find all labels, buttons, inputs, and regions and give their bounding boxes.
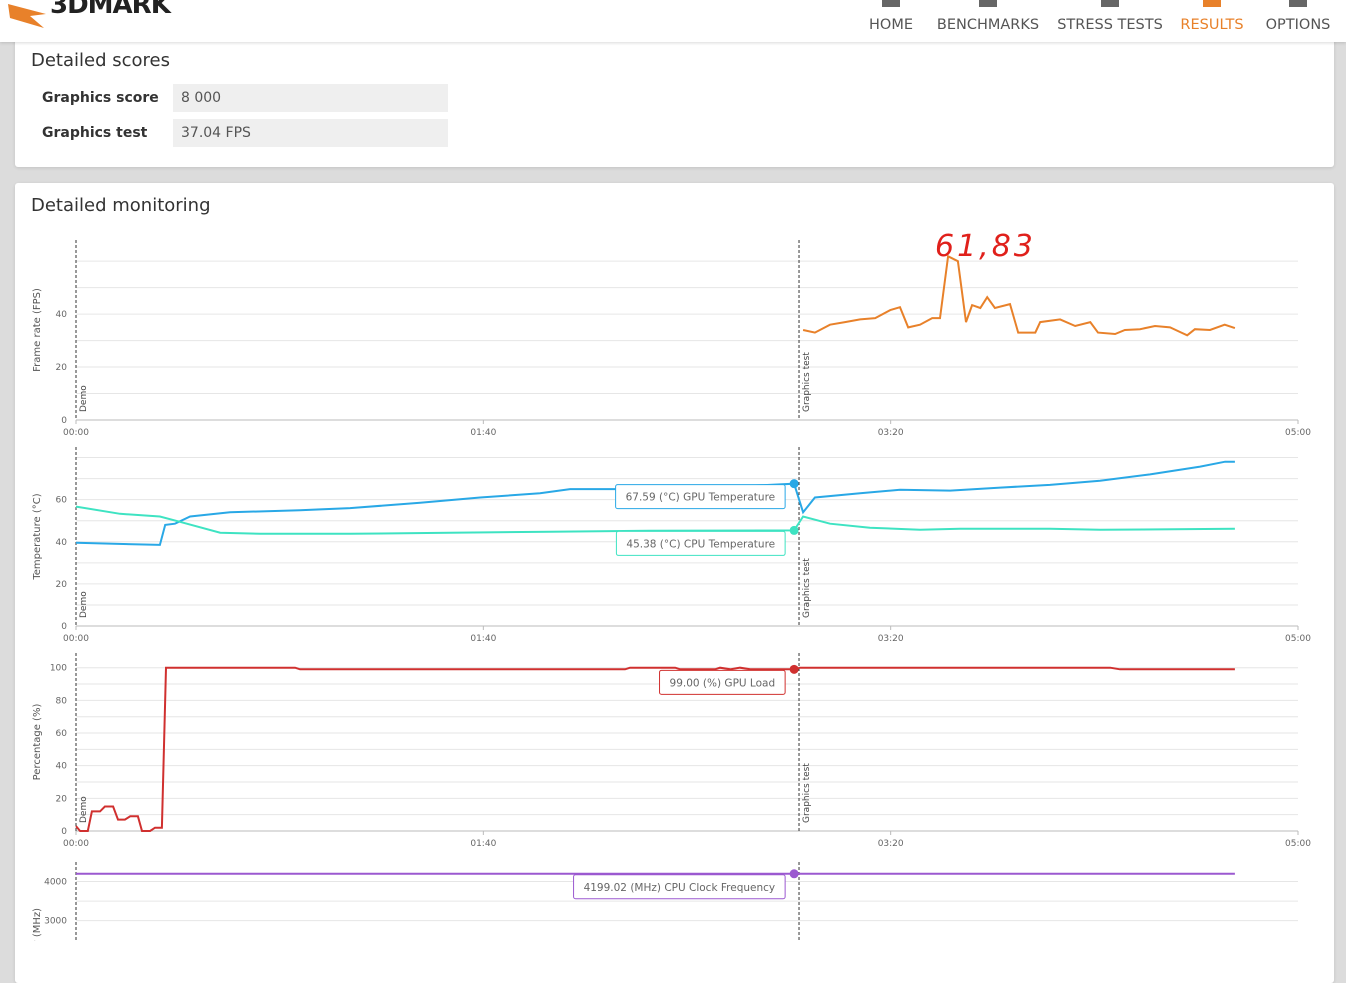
- phase-label: Graphics test: [802, 352, 812, 412]
- annotation: 61,83: [935, 229, 1036, 264]
- nav-icon: [1289, 0, 1307, 7]
- x-tick-label: 05:00: [1285, 428, 1311, 438]
- tooltip: 99.00 (%) GPU Load: [659, 669, 786, 695]
- y-axis-label: Temperature (°C): [32, 493, 43, 580]
- tooltip-point: [789, 664, 799, 674]
- y-tick-label: 20: [56, 580, 68, 590]
- tooltip: 4199.02 (MHz) CPU Clock Frequency: [573, 874, 786, 900]
- y-tick-label: 20: [56, 363, 68, 373]
- y-axis-label: Percentage (%): [32, 704, 43, 781]
- tooltip-point: [789, 479, 799, 489]
- card-title: Detailed monitoring: [31, 195, 211, 216]
- x-tick-label: 01:40: [470, 839, 496, 849]
- phase-label: Demo: [79, 591, 89, 618]
- score-label: Graphics score: [42, 90, 159, 106]
- nav-item[interactable]: RESULTS: [1180, 17, 1244, 33]
- phase-label: Demo: [79, 796, 89, 823]
- nav-item[interactable]: STRESS TESTS: [1057, 17, 1163, 33]
- phase-label: Graphics test: [802, 558, 812, 618]
- tooltip: 45.38 (°C) CPU Temperature: [615, 530, 786, 556]
- charts: 0 20 40 00:00 01:40 03:20 05:00 Frame rate (FPS…: [32, 229, 1311, 941]
- tooltip: 67.59 (°C) GPU Temperature: [615, 484, 786, 510]
- x-tick-label: 05:00: [1285, 634, 1311, 644]
- x-tick-label: 03:20: [878, 839, 904, 849]
- series-line: [802, 254, 1236, 337]
- nav-icon: [979, 0, 997, 7]
- series-line: [75, 505, 1235, 535]
- x-tick-label: 03:20: [878, 634, 904, 644]
- logo[interactable]: 3DMARK: [50, 0, 171, 20]
- tooltip-label: 67.59 (°C) GPU Temperature: [626, 492, 776, 504]
- nav-icon: [1101, 0, 1119, 7]
- tooltip-box: [659, 669, 786, 695]
- y-tick-label: 0: [61, 622, 67, 632]
- y-axis-label: Frequency (MHz): [32, 908, 43, 941]
- score-label: Graphics test: [42, 125, 148, 141]
- x-tick-label: 01:40: [470, 428, 496, 438]
- y-tick-label: 0: [61, 416, 67, 426]
- card-title: Detailed scores: [31, 50, 170, 71]
- tooltip-label: 99.00 (%) GPU Load: [670, 677, 776, 689]
- nav-item[interactable]: OPTIONS: [1265, 17, 1331, 33]
- logo-mark: [8, 4, 46, 28]
- y-tick-label: 0: [61, 827, 67, 837]
- header: 3DMARK HOME BENCHMARKS STRESS TESTS RESULTS…: [0, 0, 1346, 42]
- y-tick-label: 40: [56, 310, 68, 320]
- nav-icon: [882, 0, 900, 7]
- tooltip-label: 45.38 (°C) CPU Temperature: [626, 538, 775, 550]
- x-tick-label: 00:00: [63, 839, 89, 849]
- tooltip-point: [789, 525, 799, 535]
- tooltip-box: [615, 484, 786, 510]
- x-tick-label: 00:00: [63, 428, 89, 438]
- y-tick-label: 4000: [44, 878, 67, 888]
- y-tick-label: 3000: [44, 917, 67, 927]
- monitoring-card: Detailed monitoring: [15, 183, 1334, 983]
- phase-label: Demo: [79, 385, 89, 412]
- y-tick-label: 80: [56, 696, 68, 706]
- nav-icon: [1203, 0, 1221, 7]
- x-tick-label: 03:20: [878, 428, 904, 438]
- y-tick-label: 60: [56, 729, 68, 739]
- scores-card: Detailed scores Graphics score 8 000 Gra…: [15, 30, 1334, 167]
- phase-label: Graphics test: [802, 763, 812, 823]
- y-tick-label: 60: [56, 496, 68, 506]
- y-tick-label: 20: [56, 794, 68, 804]
- score-value: 37.04 FPS: [173, 119, 448, 147]
- score-value: 8 000: [173, 84, 448, 112]
- nav-item[interactable]: HOME: [869, 17, 913, 33]
- y-tick-label: 40: [56, 538, 68, 548]
- x-tick-label: 01:40: [470, 634, 496, 644]
- tooltip-label: 4199.02 (MHz) CPU Clock Frequency: [584, 882, 776, 894]
- series-line: [75, 666, 1235, 832]
- tooltip-box: [615, 530, 786, 556]
- y-tick-label: 40: [56, 762, 68, 772]
- tooltip-box: [573, 874, 786, 900]
- x-tick-label: 05:00: [1285, 839, 1311, 849]
- x-tick-label: 00:00: [63, 634, 89, 644]
- y-tick-label: 100: [50, 664, 67, 674]
- y-axis-label: Frame rate (FPS): [32, 288, 43, 372]
- tooltip-point: [789, 869, 799, 879]
- nav-item[interactable]: BENCHMARKS: [936, 17, 1040, 33]
